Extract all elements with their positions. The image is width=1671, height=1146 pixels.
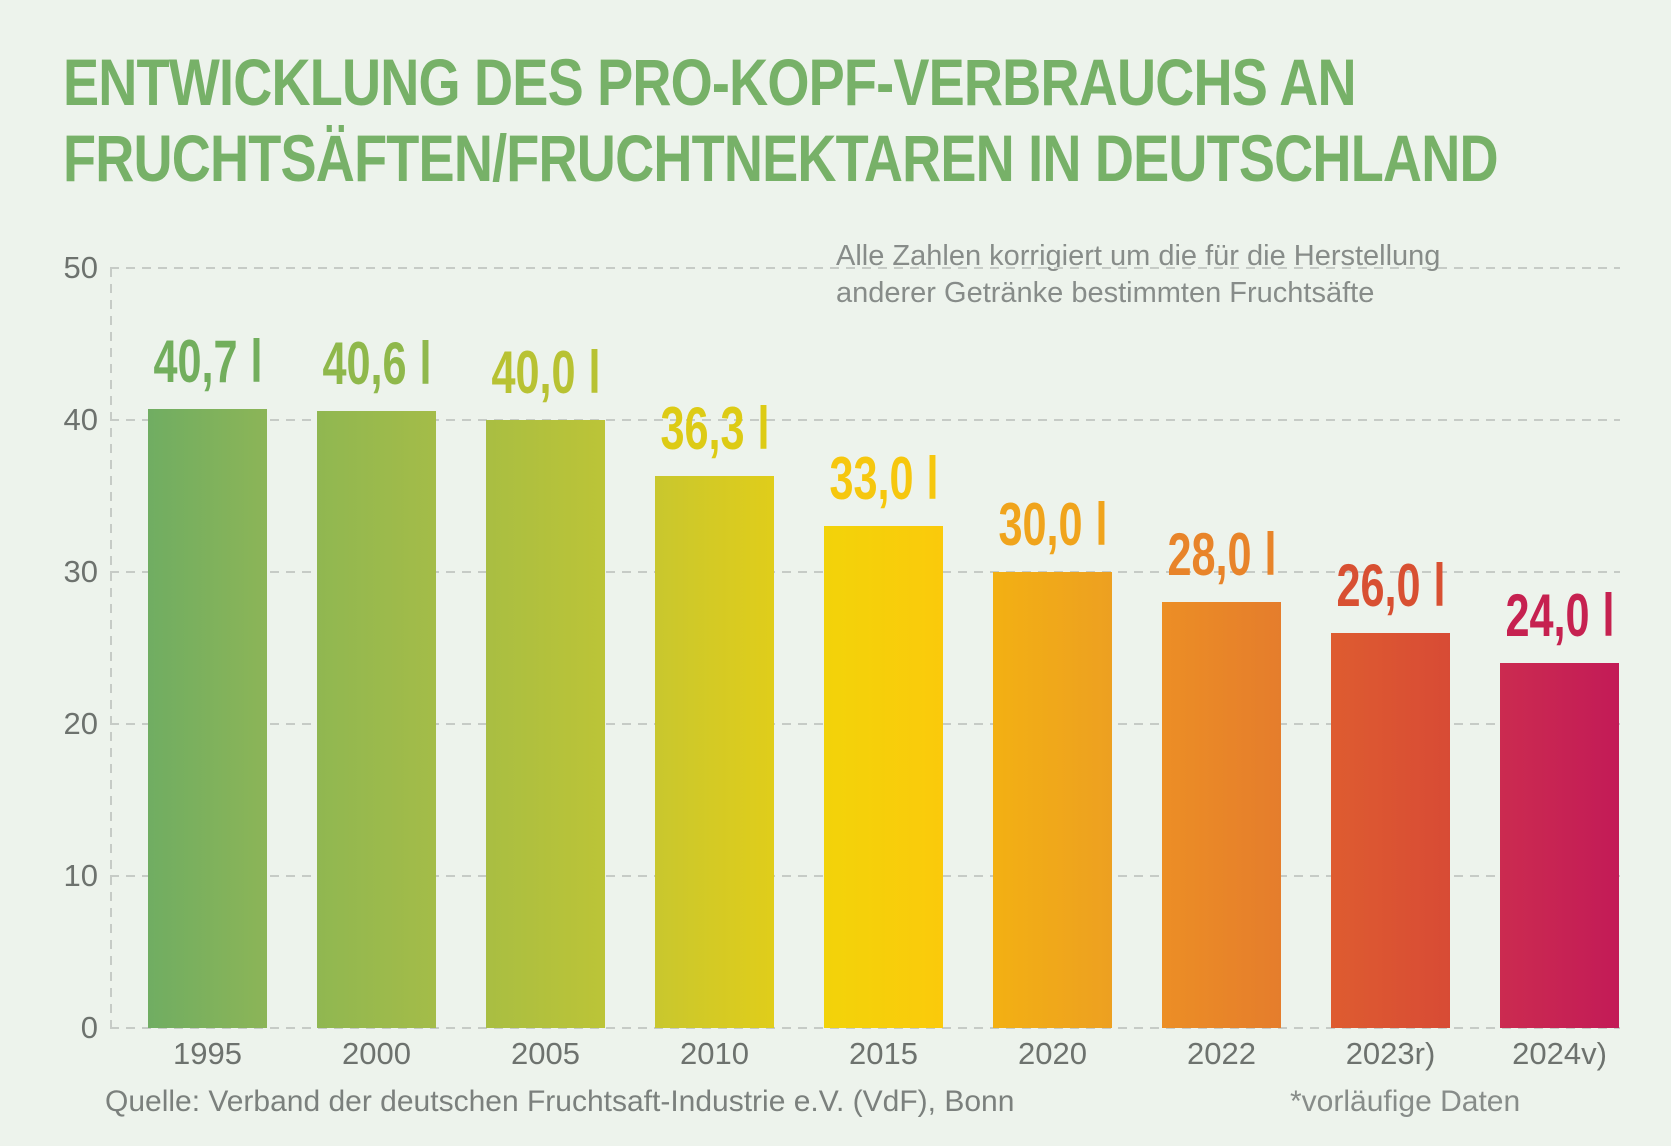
x-axis-label-2010: 2010 xyxy=(680,1036,749,1071)
bar-1995 xyxy=(148,409,267,1028)
bar-value-number: 30,0 xyxy=(997,491,1083,558)
x-axis-label-1995: 1995 xyxy=(173,1036,242,1071)
gridline-y50 xyxy=(110,267,1620,269)
bar-value-number: 36,3 xyxy=(659,395,745,463)
bar-2022 xyxy=(1162,602,1281,1028)
y-axis-label-10: 10 xyxy=(63,858,98,893)
bar-2020 xyxy=(993,572,1112,1028)
chart-title-line2: FRUCHTSÄFTEN/FRUCHTNEKTAREN IN DEUTSCHLA… xyxy=(63,121,1499,195)
bar-2023r) xyxy=(1331,632,1450,1028)
bar-value-label-2024v): 24,0 l xyxy=(1505,585,1614,647)
bar-value-number: 40,0 xyxy=(490,339,576,406)
bar-value-unit: l xyxy=(1264,521,1277,589)
bar-value-number: 40,6 xyxy=(321,329,407,397)
annotation-note: Alle Zahlen korrigiert um die für die He… xyxy=(836,238,1440,312)
bar-value-label-2000: 40,6 l xyxy=(321,329,432,397)
bar-value-label-1995: 40,7 l xyxy=(153,331,262,393)
chart-title-line1: ENTWICKLUNG DES PRO-KOPF-VERBRAUCHS AN xyxy=(63,45,1357,119)
annotation-line1: Alle Zahlen korrigiert um die für die He… xyxy=(836,240,1441,272)
bar-value-unit: l xyxy=(588,339,601,406)
bar-value-label-2020: 30,0 l xyxy=(998,494,1107,556)
bar-value-unit: l xyxy=(1602,582,1615,650)
x-axis-label-2015: 2015 xyxy=(849,1036,918,1071)
gridline-y40 xyxy=(110,419,1620,421)
y-axis-label-50: 50 xyxy=(63,250,98,285)
y-axis-label-30: 30 xyxy=(63,554,98,589)
bar-value-label-2022: 28,0 l xyxy=(1167,524,1276,586)
bar-value-label-2010: 36,3 l xyxy=(660,398,769,460)
bar-value-label-2015: 33,0 l xyxy=(829,448,938,510)
y-axis-label-20: 20 xyxy=(63,706,98,741)
bar-value-unit: l xyxy=(1433,551,1446,619)
bar-value-number: 40,7 xyxy=(152,328,238,396)
x-axis-label-2023r): 2023r) xyxy=(1345,1036,1436,1071)
y-axis-label-0: 0 xyxy=(80,1010,98,1045)
bar-2010 xyxy=(655,476,774,1028)
y-axis-line xyxy=(110,268,112,1030)
bar-2005 xyxy=(486,420,605,1028)
bar-2015 xyxy=(824,526,943,1028)
bar-value-label-2023r): 26,0 l xyxy=(1335,551,1446,619)
x-axis-label-2022: 2022 xyxy=(1187,1036,1256,1071)
bar-value-number: 28,0 xyxy=(1166,521,1252,589)
y-axis-label-40: 40 xyxy=(63,402,98,437)
x-axis-label-2024v): 2024v) xyxy=(1512,1036,1607,1071)
preliminary-data-note: *vorläufige Daten xyxy=(1290,1085,1521,1118)
x-axis-label-2000: 2000 xyxy=(342,1036,411,1071)
gridline-y0 xyxy=(110,1027,1620,1029)
bar-value-number: 33,0 xyxy=(828,445,914,513)
bar-2000 xyxy=(317,410,436,1028)
source-note: Quelle: Verband der deutschen Fruchtsaft… xyxy=(105,1085,1015,1118)
chart-title: ENTWICKLUNG DES PRO-KOPF-VERBRAUCHS AN F… xyxy=(63,44,1671,196)
bar-value-unit: l xyxy=(419,329,432,397)
bar-value-unit: l xyxy=(1095,491,1108,558)
bar-value-unit: l xyxy=(250,328,263,396)
annotation-line2: anderer Getränke bestimmten Fruchtsäfte xyxy=(836,277,1375,309)
bar-value-number: 26,0 xyxy=(1335,551,1421,619)
x-axis-label-2005: 2005 xyxy=(511,1036,580,1071)
bar-value-unit: l xyxy=(926,445,939,513)
x-axis-label-2020: 2020 xyxy=(1018,1036,1087,1071)
bar-value-unit: l xyxy=(757,395,770,463)
bar-value-number: 24,0 xyxy=(1504,582,1590,650)
bar-value-label-2005: 40,0 l xyxy=(491,342,600,404)
bar-2024v) xyxy=(1500,663,1619,1028)
